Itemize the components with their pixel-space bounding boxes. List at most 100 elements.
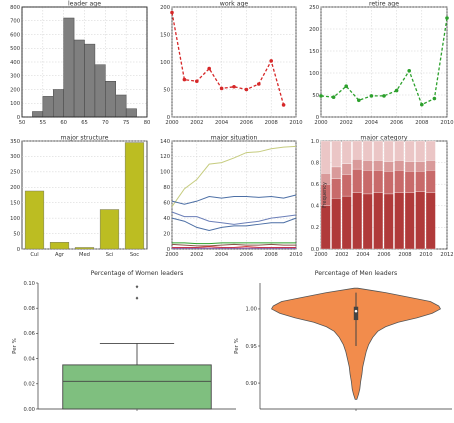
data-point	[195, 79, 199, 84]
stacked-segment	[425, 192, 436, 250]
y-axis-label: Frequency	[322, 182, 328, 208]
x-tick-label: Agr	[55, 252, 65, 258]
x-tick-label: 2004	[365, 120, 379, 126]
stacked-segment	[383, 161, 394, 172]
outlier-point	[135, 296, 139, 300]
series-line-6	[172, 246, 296, 248]
x-tick-label: 2004	[215, 252, 229, 258]
y-tick-label: 0.00	[23, 407, 35, 413]
stacked-segment	[394, 192, 405, 250]
bar-cul	[24, 190, 45, 250]
stacked-segment	[373, 160, 384, 171]
stacked-segment	[425, 160, 436, 171]
y-tick-label: 140	[160, 139, 170, 145]
data-point	[269, 59, 274, 63]
y-tick-label: 0.95	[245, 344, 257, 350]
data-point	[331, 95, 336, 99]
y-tick-label: 0.08	[23, 306, 35, 312]
y-tick-label: 50	[163, 87, 170, 93]
y-tick-label: 0	[167, 115, 170, 121]
x-tick-label: 2000	[165, 252, 178, 258]
bar-agr	[49, 242, 70, 250]
y-tick-label: 80	[163, 185, 170, 191]
data-point	[319, 94, 323, 98]
stacked-segment	[352, 192, 363, 250]
histogram-bar	[125, 108, 137, 118]
stacked-segment	[383, 140, 394, 162]
chart-title: leader age	[68, 1, 101, 8]
men-leaders-panel: 0.90 0.95 1.00 Percentage of Men leaders Per…	[234, 270, 452, 411]
series-line-4	[171, 243, 296, 247]
y-tick-label: 250	[10, 170, 20, 176]
x-tick-label: 2000	[314, 120, 327, 126]
stacked-segment	[341, 140, 352, 164]
y-tick-label: 100	[10, 101, 20, 107]
series-line	[320, 17, 448, 106]
x-tick-label: 2006	[240, 252, 253, 258]
histogram-bar	[53, 89, 64, 118]
x-tick-label: 2008	[265, 252, 278, 258]
x-tick-label: 55	[40, 120, 47, 126]
x-tick-label: Sci	[106, 252, 114, 258]
box	[62, 364, 212, 410]
stacked-segment	[383, 193, 394, 250]
data-point	[207, 66, 211, 71]
y-tick-label: 0	[316, 115, 319, 121]
data-point	[219, 86, 224, 91]
y-tick-label: 50	[312, 93, 319, 99]
y-tick-label: 600	[10, 32, 20, 38]
x-tick-label: 2006	[377, 252, 390, 258]
y-tick-label: 150	[160, 32, 170, 38]
y-tick-label: 0.10	[23, 281, 35, 287]
stacked-segment	[362, 140, 373, 161]
x-tick-label: 2002	[190, 252, 203, 258]
chart-title: Percentage of Women leaders	[91, 270, 184, 277]
stacked-segment	[415, 171, 426, 192]
y-tick-label: 300	[10, 154, 20, 160]
stacked-segment	[331, 166, 342, 179]
stacked-segment	[362, 193, 373, 250]
stacked-segment	[415, 161, 426, 172]
y-tick-label: 0	[17, 115, 20, 121]
histogram-bar	[73, 39, 85, 118]
retire-age-plot-area	[320, 6, 448, 118]
work-age-panel: 0 50 100 150 200 2000 2002 2004 2006 2008 2010 work…	[160, 1, 303, 127]
y-tick-label: 0.6	[311, 182, 319, 188]
chart-title: major structure	[61, 135, 109, 142]
x-tick-label: 2000	[165, 120, 178, 126]
bar-soc	[124, 142, 145, 250]
data-point	[232, 84, 236, 89]
y-tick-label: 250	[309, 5, 319, 11]
data-point	[182, 77, 187, 82]
y-tick-label: 0	[17, 247, 20, 253]
y-tick-label: 100	[309, 71, 319, 77]
stacked-segment	[362, 160, 373, 171]
y-tick-label: 60	[163, 201, 170, 207]
y-tick-label: 0.2	[311, 225, 319, 231]
stacked-segment	[415, 140, 426, 162]
x-tick-label: 2010	[440, 120, 453, 126]
x-tick-label: Cul	[30, 252, 38, 258]
stacked-segment	[394, 170, 405, 193]
x-tick-label: Med	[79, 252, 90, 258]
x-tick-label: 2004	[215, 120, 229, 126]
retire-age-panel: 0 50 100 150 200 250 2000 2002 2004 2006 2008 2010 r…	[309, 1, 454, 127]
x-tick-label: 2008	[265, 120, 278, 126]
major-category-panel: 0.0 0.2 0.4 0.6 0.8 1.0 2000 2002 2004 2006 2008 20…	[311, 135, 454, 259]
y-tick-label: 100	[160, 60, 170, 66]
x-tick-label: 2000	[314, 252, 327, 258]
x-tick-label: 2004	[356, 252, 370, 258]
bar-sci	[99, 209, 120, 250]
y-tick-label: 0.06	[23, 331, 35, 337]
series-line-5	[172, 242, 296, 245]
chart-title: Percentage of Men leaders	[315, 270, 398, 277]
stacked-segment	[352, 159, 363, 170]
stacked-segment	[320, 205, 331, 250]
x-tick-label: 2006	[390, 120, 403, 126]
y-tick-label: 200	[309, 27, 319, 33]
y-axis-label: Per %	[12, 338, 18, 354]
x-tick-label: 2012	[440, 252, 453, 258]
stacked-segment	[373, 192, 384, 250]
bar-med	[74, 247, 95, 250]
x-tick-label: 2008	[415, 120, 428, 126]
